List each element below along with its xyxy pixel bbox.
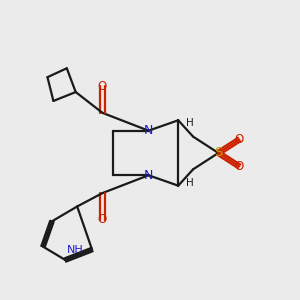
Text: N: N (144, 124, 153, 137)
Text: H: H (186, 118, 194, 128)
Text: O: O (98, 213, 107, 226)
Text: S: S (214, 146, 223, 160)
Text: H: H (186, 178, 194, 188)
Text: O: O (235, 133, 244, 146)
Text: N: N (144, 169, 153, 182)
Text: O: O (235, 160, 244, 173)
Text: NH: NH (67, 244, 84, 255)
Text: O: O (98, 80, 107, 93)
